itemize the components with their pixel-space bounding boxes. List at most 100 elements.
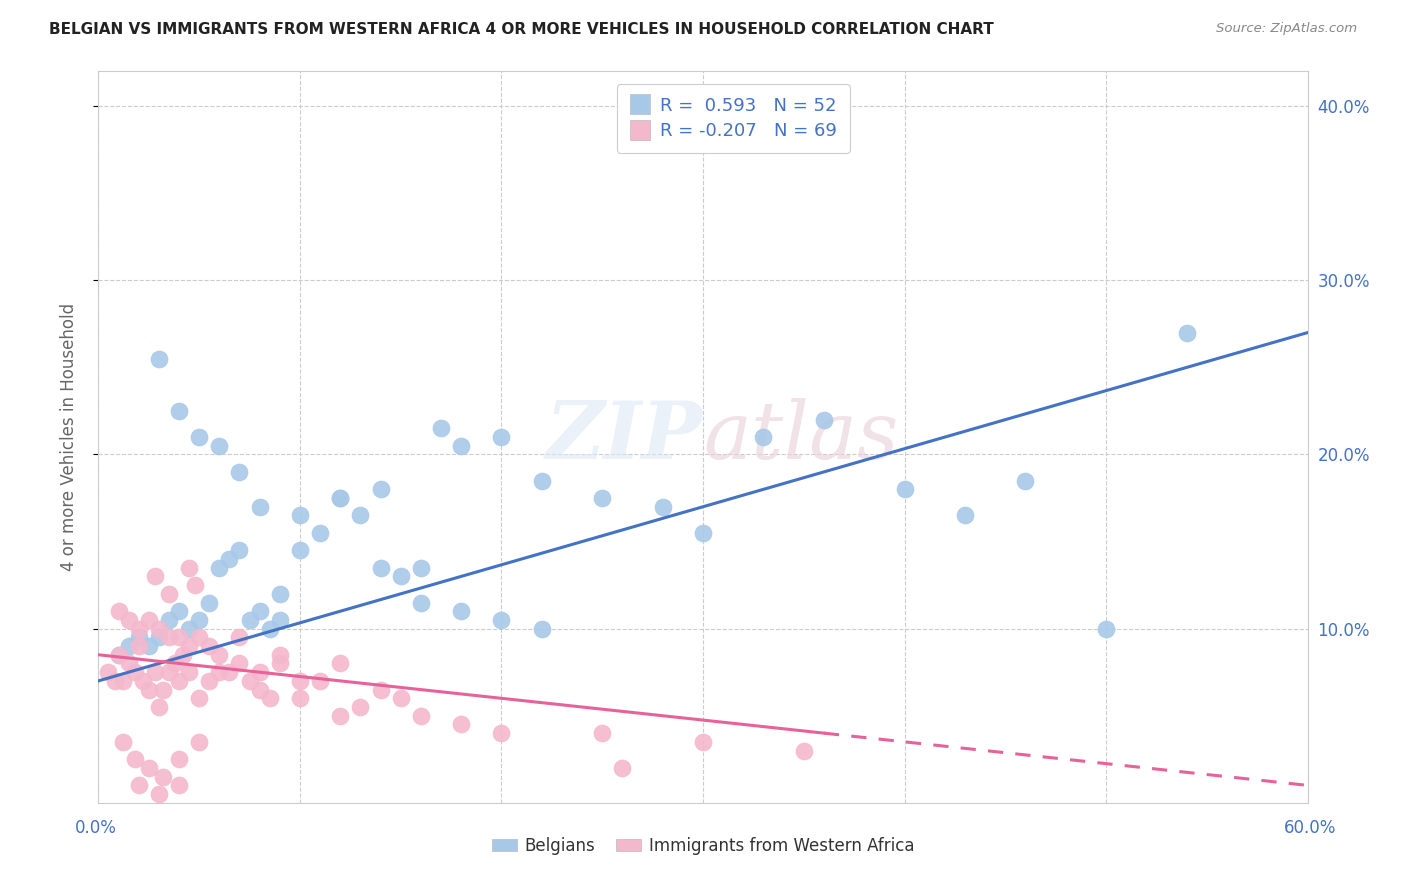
Text: BELGIAN VS IMMIGRANTS FROM WESTERN AFRICA 4 OR MORE VEHICLES IN HOUSEHOLD CORREL: BELGIAN VS IMMIGRANTS FROM WESTERN AFRIC… <box>49 22 994 37</box>
Point <box>450 604 472 618</box>
Point <box>239 613 262 627</box>
Text: ZIP: ZIP <box>546 399 703 475</box>
Point <box>249 604 271 618</box>
Point <box>152 770 174 784</box>
Point <box>124 665 146 680</box>
Point <box>179 665 201 680</box>
Point <box>409 708 432 723</box>
Point <box>167 752 190 766</box>
Point <box>198 639 221 653</box>
Point <box>259 622 281 636</box>
Point <box>651 500 673 514</box>
Point <box>530 474 553 488</box>
Legend: Belgians, Immigrants from Western Africa: Belgians, Immigrants from Western Africa <box>485 830 921 862</box>
Point <box>188 430 211 444</box>
Point <box>111 673 134 688</box>
Point <box>157 631 180 645</box>
Point <box>118 613 141 627</box>
Point <box>228 631 250 645</box>
Point <box>491 726 513 740</box>
Point <box>128 631 150 645</box>
Point <box>309 673 332 688</box>
Point <box>1014 474 1036 488</box>
Point <box>218 552 240 566</box>
Point <box>118 639 141 653</box>
Point <box>329 708 352 723</box>
Point <box>157 587 180 601</box>
Point <box>143 569 166 583</box>
Point <box>188 631 211 645</box>
Point <box>188 613 211 627</box>
Point <box>198 595 221 609</box>
Point <box>612 761 634 775</box>
Point <box>188 691 211 706</box>
Point <box>179 560 201 574</box>
Point <box>692 525 714 540</box>
Point <box>793 743 815 757</box>
Point <box>188 735 211 749</box>
Point <box>128 622 150 636</box>
Point <box>269 657 291 671</box>
Text: Source: ZipAtlas.com: Source: ZipAtlas.com <box>1216 22 1357 36</box>
Point <box>128 778 150 792</box>
Point <box>103 673 125 688</box>
Point <box>249 682 271 697</box>
Point <box>288 508 311 523</box>
Point <box>157 613 180 627</box>
Point <box>198 673 221 688</box>
Point <box>389 691 412 706</box>
Point <box>179 622 201 636</box>
Point <box>152 682 174 697</box>
Y-axis label: 4 or more Vehicles in Household: 4 or more Vehicles in Household <box>59 303 77 571</box>
Point <box>1095 622 1118 636</box>
Point <box>249 665 271 680</box>
Text: 0.0%: 0.0% <box>75 819 117 837</box>
Point <box>163 657 186 671</box>
Point <box>148 622 170 636</box>
Point <box>167 604 190 618</box>
Point <box>491 430 513 444</box>
Point <box>370 483 392 497</box>
Point <box>239 673 262 688</box>
Point <box>269 587 291 601</box>
Point <box>132 673 155 688</box>
Point <box>389 569 412 583</box>
Point <box>208 560 231 574</box>
Point <box>692 735 714 749</box>
Point <box>208 665 231 680</box>
Point <box>148 787 170 801</box>
Point <box>1175 326 1198 340</box>
Point <box>409 560 432 574</box>
Point <box>450 717 472 731</box>
Point <box>107 648 129 662</box>
Point <box>591 491 613 505</box>
Point <box>138 613 160 627</box>
Point <box>329 657 352 671</box>
Point <box>370 682 392 697</box>
Point <box>409 595 432 609</box>
Point <box>370 560 392 574</box>
Point <box>208 648 231 662</box>
Point <box>208 439 231 453</box>
Point <box>288 543 311 558</box>
Legend: R =  0.593   N = 52, R = -0.207   N = 69: R = 0.593 N = 52, R = -0.207 N = 69 <box>617 84 849 153</box>
Point <box>430 421 453 435</box>
Point <box>167 631 190 645</box>
Point <box>124 752 146 766</box>
Point <box>259 691 281 706</box>
Point <box>228 543 250 558</box>
Point <box>111 735 134 749</box>
Text: atlas: atlas <box>703 399 898 475</box>
Point <box>128 639 150 653</box>
Point <box>249 500 271 514</box>
Point <box>228 657 250 671</box>
Point <box>288 691 311 706</box>
Point <box>591 726 613 740</box>
Point <box>138 639 160 653</box>
Point <box>148 351 170 366</box>
Point <box>953 508 976 523</box>
Point <box>138 761 160 775</box>
Point <box>179 639 201 653</box>
Point <box>167 404 190 418</box>
Point <box>329 491 352 505</box>
